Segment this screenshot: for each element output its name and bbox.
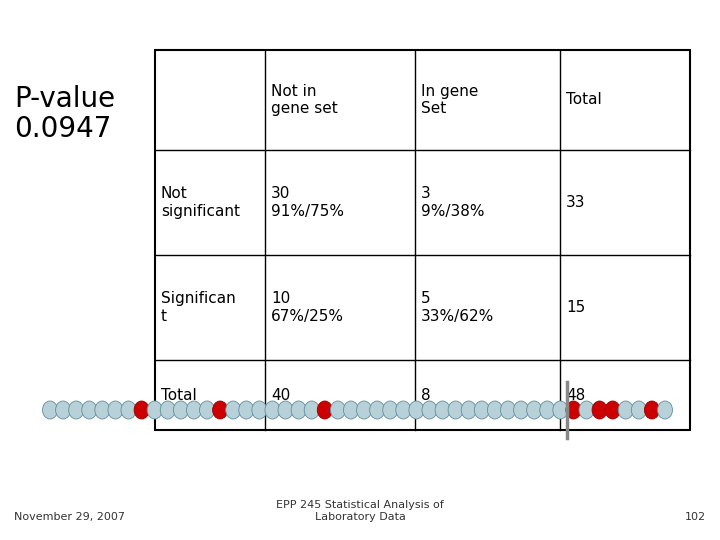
Text: 30
91%/75%: 30 91%/75% (271, 186, 344, 219)
Ellipse shape (657, 401, 672, 419)
Ellipse shape (199, 401, 215, 419)
Ellipse shape (631, 401, 647, 419)
Ellipse shape (68, 401, 84, 419)
Text: EPP 245 Statistical Analysis of
Laboratory Data: EPP 245 Statistical Analysis of Laborato… (276, 501, 444, 522)
Ellipse shape (278, 401, 293, 419)
Ellipse shape (462, 401, 476, 419)
Text: 15: 15 (566, 300, 585, 315)
Ellipse shape (422, 401, 437, 419)
Ellipse shape (265, 401, 280, 419)
Text: In gene
Set: In gene Set (421, 84, 478, 116)
Ellipse shape (435, 401, 450, 419)
Ellipse shape (82, 401, 96, 419)
Ellipse shape (526, 401, 541, 419)
Text: Total: Total (161, 388, 197, 402)
Text: 8: 8 (421, 388, 431, 402)
Text: Not in
gene set: Not in gene set (271, 84, 338, 116)
Ellipse shape (644, 401, 660, 419)
Ellipse shape (513, 401, 528, 419)
Ellipse shape (369, 401, 384, 419)
Ellipse shape (500, 401, 516, 419)
Ellipse shape (356, 401, 372, 419)
Text: 5
33%/62%: 5 33%/62% (421, 291, 494, 323)
Text: P-value: P-value (14, 85, 115, 113)
Text: Not
significant: Not significant (161, 186, 240, 219)
Ellipse shape (618, 401, 634, 419)
Text: Total: Total (566, 92, 602, 107)
Text: 10
67%/25%: 10 67%/25% (271, 291, 344, 323)
Ellipse shape (343, 401, 359, 419)
Bar (155, 50, 690, 430)
Ellipse shape (225, 401, 240, 419)
Ellipse shape (396, 401, 411, 419)
Ellipse shape (147, 401, 162, 419)
Ellipse shape (55, 401, 71, 419)
Ellipse shape (592, 401, 607, 419)
Ellipse shape (121, 401, 136, 419)
Ellipse shape (212, 401, 228, 419)
Ellipse shape (95, 401, 110, 419)
Text: Significan
t: Significan t (161, 291, 235, 323)
Ellipse shape (448, 401, 463, 419)
Text: November 29, 2007: November 29, 2007 (14, 512, 125, 522)
Ellipse shape (108, 401, 123, 419)
Ellipse shape (540, 401, 554, 419)
Text: 40: 40 (271, 388, 290, 402)
Ellipse shape (605, 401, 620, 419)
Ellipse shape (409, 401, 424, 419)
Ellipse shape (330, 401, 346, 419)
Ellipse shape (305, 401, 319, 419)
Ellipse shape (186, 401, 202, 419)
Ellipse shape (553, 401, 568, 419)
Ellipse shape (291, 401, 306, 419)
Ellipse shape (174, 401, 189, 419)
Text: 48: 48 (566, 388, 585, 402)
Ellipse shape (318, 401, 333, 419)
Ellipse shape (579, 401, 594, 419)
Ellipse shape (474, 401, 490, 419)
Ellipse shape (239, 401, 253, 419)
Text: 102: 102 (685, 512, 706, 522)
Ellipse shape (161, 401, 175, 419)
Text: 3
9%/38%: 3 9%/38% (421, 186, 485, 219)
Ellipse shape (566, 401, 581, 419)
Ellipse shape (487, 401, 503, 419)
Ellipse shape (134, 401, 149, 419)
Ellipse shape (42, 401, 58, 419)
Text: 0.0947: 0.0947 (14, 115, 112, 143)
Ellipse shape (383, 401, 397, 419)
Ellipse shape (252, 401, 267, 419)
Text: 33: 33 (566, 195, 585, 210)
